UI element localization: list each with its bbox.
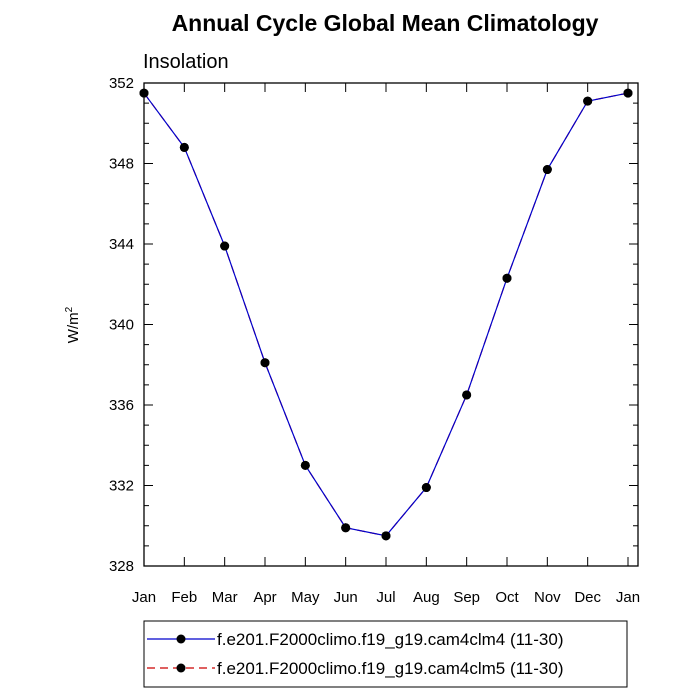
legend: f.e201.F2000climo.f19_g19.cam4clm4 (11-3…	[147, 630, 563, 678]
data-point-s2	[623, 88, 633, 98]
x-tick-label: Nov	[534, 589, 561, 606]
x-tick-label: Oct	[495, 589, 519, 606]
y-axis-label: W/m2	[64, 306, 82, 343]
series-line-1	[143, 92, 629, 537]
y-tick-label: 352	[109, 75, 134, 92]
x-axis: Jan Feb Mar Apr May Jun Jul Aug Sep Oct Nov Dec Jan	[132, 83, 640, 606]
x-tick-label: Aug	[413, 589, 440, 606]
series-layer	[139, 88, 633, 541]
chart-title: Annual Cycle Global Mean Climatology	[172, 10, 599, 36]
data-point-s2	[502, 273, 512, 283]
data-point-s2	[139, 88, 149, 98]
y-tick-label: 336	[109, 397, 134, 414]
series-line-2	[143, 92, 629, 537]
plot-frame	[143, 82, 639, 567]
data-point-s2	[462, 390, 472, 400]
data-point-s2	[341, 523, 351, 533]
y-axis-label-superscript: 2	[64, 306, 75, 312]
legend-label-2: f.e201.F2000climo.f19_g19.cam4clm5 (11-3…	[217, 659, 563, 678]
x-tick-label: May	[291, 589, 320, 606]
data-point-s2	[220, 241, 230, 251]
data-point-s2	[381, 531, 391, 541]
legend-box	[143, 620, 628, 688]
data-point-s2	[583, 96, 593, 106]
x-tick-label: Mar	[212, 589, 238, 606]
x-tick-label: Jul	[376, 589, 395, 606]
y-tick-label: 340	[109, 317, 134, 334]
x-tick-label: Jun	[334, 589, 358, 606]
chart-subtitle: Insolation	[143, 51, 229, 73]
y-tick-label: 328	[109, 558, 134, 575]
y-tick-label: 332	[109, 478, 134, 495]
data-point-s2	[421, 483, 431, 493]
x-tick-label: Sep	[453, 589, 480, 606]
x-tick-label: Apr	[253, 589, 276, 606]
x-tick-label: Dec	[574, 589, 601, 606]
x-tick-label: Jan	[132, 589, 156, 606]
legend-label-1: f.e201.F2000climo.f19_g19.cam4clm4 (11-3…	[217, 630, 563, 649]
x-tick-label: Jan	[616, 589, 640, 606]
y-tick-label: 344	[109, 236, 134, 253]
data-point-s2	[300, 460, 310, 470]
svg-text:W/m2: W/m2	[64, 306, 82, 343]
y-axis-label-text: W/m	[65, 312, 82, 343]
legend-marker-1	[176, 634, 186, 644]
data-point-s2	[179, 142, 189, 152]
legend-marker-2	[176, 663, 186, 673]
y-tick-label: 348	[109, 156, 134, 173]
x-tick-label: Feb	[171, 589, 197, 606]
data-point-s2	[260, 358, 270, 368]
data-point-s2	[542, 165, 552, 175]
y-axis: 328 332 336 340 344 348 352	[109, 75, 638, 575]
